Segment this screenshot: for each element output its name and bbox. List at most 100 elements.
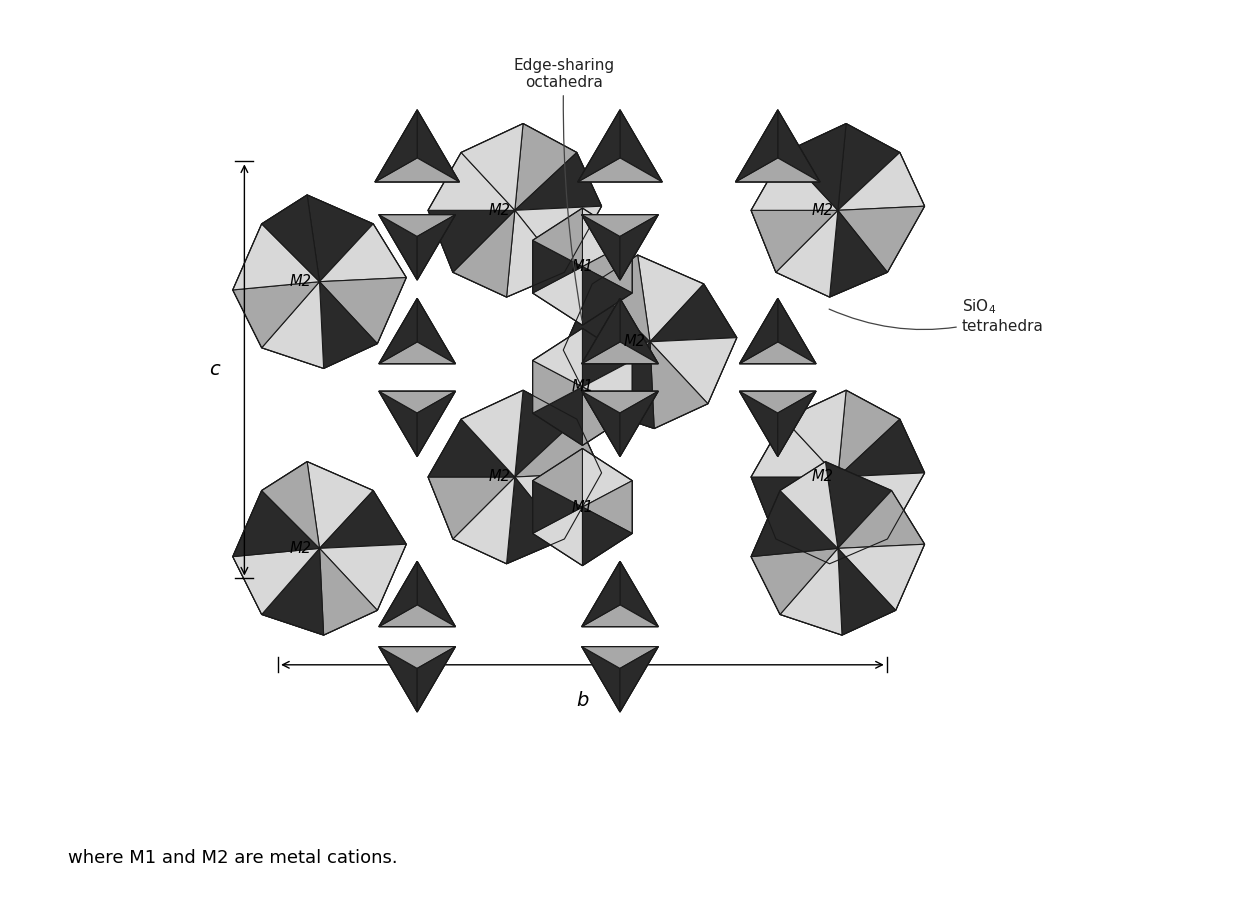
Polygon shape bbox=[533, 361, 583, 414]
Text: M1: M1 bbox=[572, 379, 594, 394]
Polygon shape bbox=[233, 281, 320, 348]
Polygon shape bbox=[650, 284, 737, 342]
Polygon shape bbox=[735, 110, 777, 182]
Polygon shape bbox=[751, 124, 925, 297]
Polygon shape bbox=[739, 391, 816, 456]
Polygon shape bbox=[320, 490, 407, 548]
Polygon shape bbox=[417, 299, 455, 363]
Polygon shape bbox=[735, 110, 820, 182]
Polygon shape bbox=[751, 490, 838, 557]
Polygon shape bbox=[379, 215, 455, 237]
Polygon shape bbox=[583, 507, 632, 566]
Polygon shape bbox=[379, 215, 455, 280]
Polygon shape bbox=[379, 391, 455, 413]
Polygon shape bbox=[593, 255, 650, 342]
Polygon shape bbox=[320, 281, 377, 368]
Polygon shape bbox=[838, 206, 925, 272]
Polygon shape bbox=[751, 152, 838, 210]
Polygon shape bbox=[417, 110, 460, 182]
Polygon shape bbox=[379, 647, 417, 712]
Polygon shape bbox=[777, 391, 816, 456]
Polygon shape bbox=[453, 210, 515, 297]
Polygon shape bbox=[582, 215, 658, 237]
Polygon shape bbox=[620, 391, 658, 456]
Polygon shape bbox=[582, 342, 658, 363]
Polygon shape bbox=[583, 481, 632, 534]
Polygon shape bbox=[533, 387, 583, 445]
Polygon shape bbox=[784, 124, 846, 210]
Polygon shape bbox=[374, 110, 417, 182]
Polygon shape bbox=[533, 241, 583, 293]
Polygon shape bbox=[379, 391, 417, 456]
Polygon shape bbox=[830, 477, 888, 564]
Polygon shape bbox=[428, 390, 601, 564]
Polygon shape bbox=[379, 647, 455, 669]
Polygon shape bbox=[578, 110, 620, 182]
Polygon shape bbox=[428, 152, 515, 210]
Polygon shape bbox=[583, 448, 632, 507]
Polygon shape bbox=[777, 299, 816, 363]
Polygon shape bbox=[583, 387, 632, 445]
Polygon shape bbox=[533, 481, 583, 534]
Polygon shape bbox=[533, 507, 583, 566]
Polygon shape bbox=[751, 477, 838, 539]
Text: c: c bbox=[210, 361, 219, 380]
Polygon shape bbox=[233, 548, 320, 615]
Polygon shape bbox=[620, 561, 658, 627]
Polygon shape bbox=[784, 390, 846, 477]
Polygon shape bbox=[428, 210, 515, 272]
Polygon shape bbox=[583, 328, 632, 387]
Polygon shape bbox=[320, 544, 407, 610]
Polygon shape bbox=[620, 647, 658, 712]
Text: M2: M2 bbox=[624, 334, 646, 349]
Polygon shape bbox=[739, 299, 816, 363]
Text: M2: M2 bbox=[290, 541, 311, 556]
Polygon shape bbox=[777, 110, 820, 182]
Polygon shape bbox=[379, 647, 455, 712]
Polygon shape bbox=[515, 152, 601, 210]
Polygon shape bbox=[776, 477, 838, 564]
Polygon shape bbox=[583, 361, 632, 414]
Polygon shape bbox=[582, 391, 658, 456]
Text: M2: M2 bbox=[489, 469, 511, 485]
Polygon shape bbox=[379, 561, 417, 627]
Polygon shape bbox=[453, 477, 515, 564]
Polygon shape bbox=[838, 390, 900, 477]
Polygon shape bbox=[533, 208, 632, 325]
Polygon shape bbox=[428, 477, 515, 539]
Polygon shape bbox=[428, 419, 515, 477]
Polygon shape bbox=[320, 548, 377, 635]
Text: M2: M2 bbox=[290, 274, 311, 289]
Polygon shape bbox=[417, 561, 455, 627]
Polygon shape bbox=[751, 390, 925, 564]
Polygon shape bbox=[461, 390, 523, 477]
Polygon shape bbox=[830, 210, 888, 297]
Text: Edge-sharing
octahedra: Edge-sharing octahedra bbox=[513, 57, 614, 321]
Polygon shape bbox=[739, 342, 816, 363]
Polygon shape bbox=[582, 605, 658, 627]
Polygon shape bbox=[776, 210, 838, 297]
Polygon shape bbox=[739, 299, 777, 363]
Polygon shape bbox=[583, 241, 632, 293]
Polygon shape bbox=[507, 477, 564, 564]
Polygon shape bbox=[374, 110, 460, 182]
Polygon shape bbox=[563, 284, 650, 350]
Polygon shape bbox=[308, 195, 373, 281]
Polygon shape bbox=[374, 158, 460, 182]
Polygon shape bbox=[417, 215, 455, 280]
Text: M2: M2 bbox=[812, 203, 833, 218]
Text: where M1 and M2 are metal cations.: where M1 and M2 are metal cations. bbox=[68, 849, 398, 867]
Polygon shape bbox=[620, 215, 658, 280]
Polygon shape bbox=[233, 462, 407, 635]
Polygon shape bbox=[582, 215, 658, 280]
Polygon shape bbox=[838, 544, 925, 610]
Polygon shape bbox=[650, 342, 708, 428]
Polygon shape bbox=[751, 210, 838, 272]
Polygon shape bbox=[582, 647, 620, 712]
Polygon shape bbox=[751, 419, 838, 477]
Polygon shape bbox=[507, 210, 564, 297]
Polygon shape bbox=[838, 124, 900, 210]
Polygon shape bbox=[515, 419, 601, 477]
Polygon shape bbox=[417, 647, 455, 712]
Polygon shape bbox=[637, 255, 704, 342]
